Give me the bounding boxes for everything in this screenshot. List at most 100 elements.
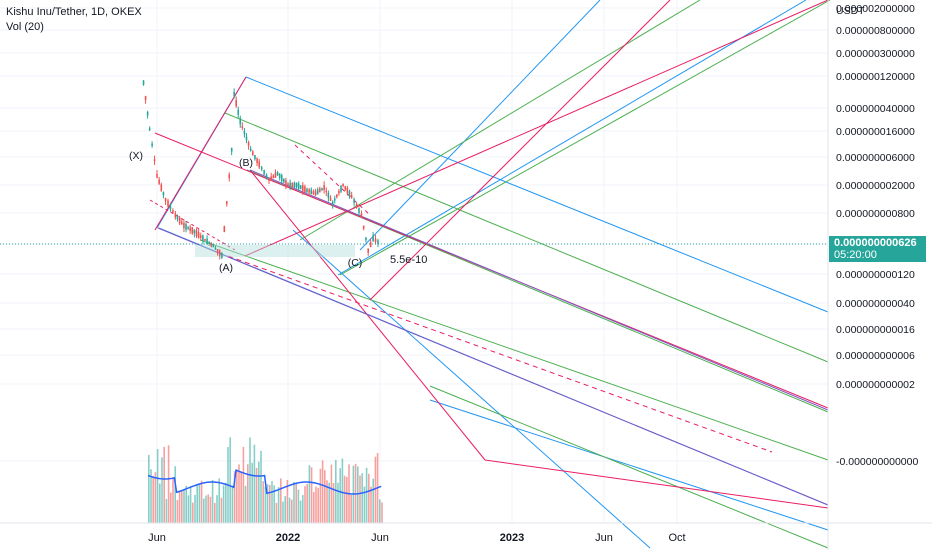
volume-bar [304,486,306,523]
volume-bar [321,460,324,523]
symbol-title[interactable]: Kishu Inu/Tether, 1D, OKEX [6,6,142,18]
volume-bar [253,444,256,523]
candle-body [144,96,147,101]
volume-indicator-title[interactable]: Vol (20) [6,21,44,33]
volume-bar [286,480,289,523]
y-tick-label: 0.000000040000 [836,103,915,115]
pitchfork-drawings[interactable] [149,0,831,549]
price-note-label: 5.5e-10 [390,254,427,266]
volume-bar [225,482,227,523]
volume-bar [231,485,234,523]
volume-bar [181,490,183,523]
candle-body [323,185,325,191]
x-tick-label: Jun [148,532,166,544]
volume-bar [295,482,297,523]
candle-body [193,229,196,234]
volume-bar [255,467,258,523]
volume-bar [313,491,315,523]
candle-body [329,197,332,201]
volume-bar [148,454,150,523]
volume-bar [291,499,293,523]
volume-bar [211,479,214,523]
volume-bar [198,483,201,523]
candle-body [241,126,244,128]
volume-bar [350,494,352,523]
pitchfork-line [154,76,247,231]
candle-body [174,213,177,218]
volume-bar [159,483,161,523]
volume-bar [207,494,209,523]
candle-body [169,205,172,210]
candle-body [287,183,289,187]
candle-body [258,161,261,168]
volume-bar [264,486,267,523]
volume-bar [374,456,377,523]
candle-body [369,241,372,247]
annotation-labels: (X) (B) (A) (C) 5.5e-10 [129,150,427,274]
candle-body [342,183,344,187]
candle-body [367,248,369,253]
candle-body [230,147,233,152]
candle-body [263,170,265,175]
candle-body [164,197,167,202]
candle-body [358,208,360,214]
candle-body [160,184,163,191]
candle-body [204,239,206,241]
chart-legend[interactable]: Kishu Inu/Tether, 1D, OKEX Vol (20) [6,5,142,35]
wave-label: (A) [219,262,233,274]
candle-body [245,136,248,141]
volume-bar [258,461,260,523]
volume-bar [238,464,240,523]
candle-body [162,192,165,196]
candle-body [235,99,237,107]
volume-bar [381,502,383,523]
candle-body [293,182,296,188]
volume-bar [324,470,326,523]
volume-bar [196,484,198,523]
volume-bar [343,475,346,523]
candle-body [350,194,353,198]
volume-bar [174,466,176,523]
volume-bar [299,500,302,523]
pitchfork-line [369,0,671,301]
volume-bar [220,497,223,523]
candle-body [346,187,349,194]
pitchfork-line [359,0,601,251]
volume-bar [332,483,335,523]
candle-body [321,188,323,191]
candle-body [146,111,149,116]
candle-body [218,250,221,256]
pitchfork-line [299,0,701,241]
candle-body [360,213,363,218]
currency-label: USDT [836,5,865,17]
volume-bar [216,495,218,523]
volume-bar [249,437,251,523]
candle-body [331,201,334,205]
candle-body [197,232,200,238]
volume-bar [242,446,245,523]
volume-bar [262,481,264,523]
volume-bar [308,465,311,523]
candle-body [340,185,342,192]
volume-bar [189,486,192,523]
candle-body [239,118,242,125]
volume-bar [326,480,328,523]
current-price-tag: 0.000000000626 05:20:00 [829,236,926,262]
candle-body [237,109,240,115]
candle-body [314,191,317,196]
pitchfork-line [484,459,829,509]
x-tick-label: Jun [371,532,389,544]
x-tick-label: Jun [595,532,613,544]
candle-body [148,128,151,131]
volume-bar [163,446,165,523]
volume-bar [150,469,152,523]
y-tick-label: 0.000000002000 [836,180,915,192]
candle-body [283,178,285,183]
volume-bar [218,478,220,523]
candle-body [372,235,374,242]
candle-body [276,172,279,176]
volume-bar [288,497,291,523]
